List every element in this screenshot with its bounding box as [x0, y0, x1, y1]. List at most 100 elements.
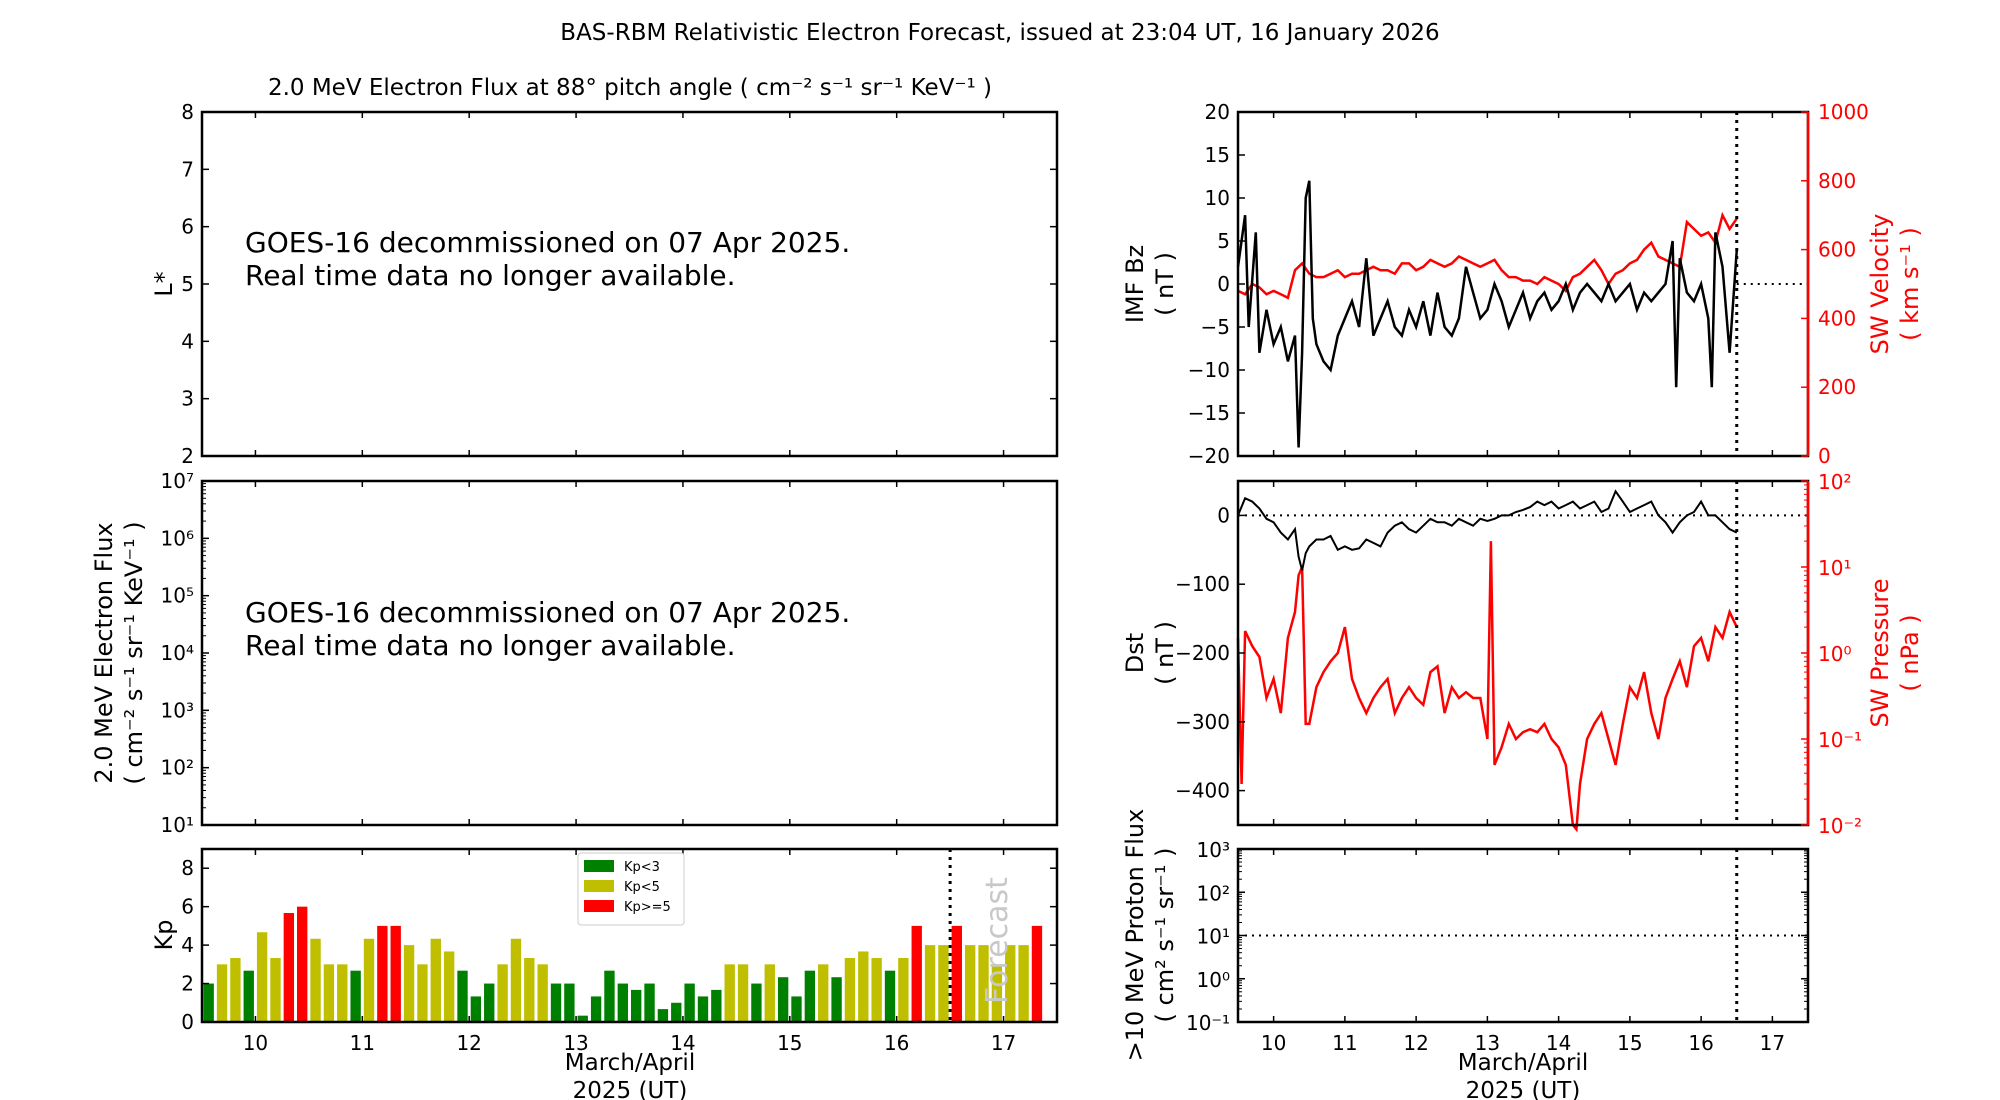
kp-bar — [363, 938, 375, 1022]
kp-xlabel: March/April — [565, 1050, 695, 1076]
sw-velocity-ytick-label: 200 — [1818, 375, 1856, 399]
sw-velocity-ytick-label: 1000 — [1818, 100, 1869, 124]
sw-velocity-ytick-label: 600 — [1818, 238, 1856, 262]
imf-bz-line — [1236, 180, 1739, 448]
kp-bar — [884, 970, 896, 1022]
imf-ytick-label: 15 — [1205, 143, 1230, 167]
sw-pressure-ytick-label: 10⁻² — [1818, 814, 1862, 838]
sw-velocity-ytick-label: 400 — [1818, 306, 1856, 330]
dst-ytick-label: −400 — [1175, 779, 1230, 803]
lstar-ytick-label: 5 — [181, 272, 194, 296]
kp-bar — [256, 932, 268, 1022]
kp-bar — [991, 964, 1003, 1022]
eflux-ylabel-line: ( cm⁻² s⁻¹ sr⁻¹ KeV⁻¹ ) — [120, 521, 148, 784]
proton-xtick-label: 11 — [1332, 1031, 1357, 1055]
proton-xtick-label: 15 — [1617, 1031, 1642, 1055]
kp-bar — [497, 964, 508, 1022]
sw-pressure-ytick-label: 10² — [1818, 470, 1851, 494]
kp-ytick-label: 0 — [181, 1010, 194, 1034]
kp-bar — [951, 925, 962, 1022]
kp-bar — [443, 951, 455, 1022]
kp-ytick-label: 4 — [181, 933, 194, 957]
kp-bar — [377, 925, 388, 1022]
kp-bar — [831, 977, 842, 1022]
kp-bar — [898, 957, 909, 1022]
kp-xtick-label: 16 — [884, 1031, 909, 1055]
kp-ytick-label: 8 — [181, 856, 194, 880]
kp-bar — [390, 925, 401, 1022]
proton-ytick-label: 10⁻¹ — [1186, 1011, 1230, 1035]
kp-bar — [711, 989, 722, 1022]
imf-ylabel: IMF Bz( nT ) — [1121, 245, 1179, 323]
eflux-ytick-label: 10⁶ — [161, 526, 194, 550]
kp-bar — [777, 977, 789, 1022]
kp-bar — [270, 957, 281, 1022]
sw-velocity-ylabel: SW Velocity( km s⁻¹ ) — [1866, 214, 1924, 355]
sw-pressure-ytick-label: 10⁰ — [1818, 642, 1851, 666]
figure-title: BAS-RBM Relativistic Electron Forecast, … — [560, 20, 1439, 46]
imf-ytick-label: 0 — [1217, 272, 1230, 296]
kp-bar — [524, 957, 535, 1022]
imf-ytick-label: 5 — [1217, 229, 1230, 253]
kp-bar — [751, 983, 762, 1022]
imf-ytick-label: 10 — [1205, 186, 1230, 210]
kp-xtick-label: 14 — [670, 1031, 695, 1055]
proton-ytick-label: 10² — [1197, 881, 1230, 905]
kp-xtick-label: 12 — [456, 1031, 481, 1055]
kp-bar — [590, 996, 602, 1022]
kp-forecast-label: Forecast — [980, 877, 1015, 1004]
lstar-ylabel-line: L* — [150, 271, 178, 296]
sw-velocity-ytick-label: 800 — [1818, 169, 1856, 193]
eflux-message: Real time data no longer available. — [245, 629, 736, 662]
kp-xtick-label: 15 — [777, 1031, 802, 1055]
dst-ylabel-line: Dst — [1121, 633, 1149, 673]
dst-ylabel: Dst( nT ) — [1121, 621, 1179, 685]
proton-ytick-label: 10³ — [1197, 838, 1230, 862]
kp-xtick-label: 17 — [991, 1031, 1016, 1055]
kp-bar — [684, 983, 695, 1022]
proton-ylabel-line: >10 MeV Proton Flux — [1121, 809, 1149, 1062]
eflux-message: GOES-16 decommissioned on 07 Apr 2025. — [245, 596, 850, 629]
lstar-ytick-label: 7 — [181, 157, 194, 181]
kp-bar — [871, 957, 882, 1022]
kp-bar — [764, 964, 775, 1022]
proton-xlabel: 2025 (UT) — [1466, 1078, 1581, 1100]
kp-bar — [1031, 925, 1043, 1022]
kp-bar — [911, 925, 922, 1022]
kp-xtick-label: 11 — [350, 1031, 375, 1055]
proton-ylabel-line: ( cm² s⁻¹ sr⁻¹ ) — [1151, 848, 1179, 1023]
kp-bar — [964, 945, 976, 1022]
eflux-ylabel: 2.0 MeV Electron Flux( cm⁻² s⁻¹ sr⁻¹ KeV… — [90, 521, 148, 784]
dst-frame — [1236, 479, 1810, 827]
kp-bar — [430, 938, 441, 1022]
kp-xtick-label: 10 — [243, 1031, 268, 1055]
proton-xtick-label: 12 — [1403, 1031, 1428, 1055]
kp-bar — [804, 970, 816, 1022]
lstar-title: 2.0 MeV Electron Flux at 88° pitch angle… — [268, 75, 992, 101]
eflux-ytick-label: 10⁵ — [161, 584, 194, 608]
sw-pressure-line — [1236, 541, 1738, 833]
sw-pressure-ylabel: SW Pressure( nPa ) — [1866, 578, 1924, 727]
lstar-ytick-label: 2 — [181, 444, 194, 468]
eflux-ytick-label: 10⁴ — [161, 641, 194, 665]
kp-bar — [564, 983, 575, 1022]
kp-bar — [657, 1009, 669, 1022]
kp-bar — [403, 945, 415, 1022]
kp-bar — [671, 1002, 682, 1022]
kp-bar — [724, 964, 735, 1022]
kp-ylabel-line: Kp — [150, 920, 178, 951]
kp-bar — [631, 989, 642, 1022]
kp-ytick-label: 2 — [181, 972, 194, 996]
kp-legend-swatch — [584, 880, 614, 892]
lstar-ytick-label: 8 — [181, 100, 194, 124]
kp-xlabel: 2025 (UT) — [573, 1078, 688, 1100]
kp-bar — [604, 970, 615, 1022]
imf-ytick-label: −15 — [1188, 401, 1230, 425]
kp-forecast-label-group: Forecast — [980, 877, 1015, 1004]
lstar-ytick-label: 4 — [181, 329, 194, 353]
sw-velocity-line — [1237, 211, 1738, 300]
kp-frame — [200, 847, 1059, 1024]
kp-bar — [924, 945, 936, 1022]
imf-ytick-label: −20 — [1188, 444, 1230, 468]
sw-velocity-ylabel-line: SW Velocity — [1866, 214, 1894, 355]
